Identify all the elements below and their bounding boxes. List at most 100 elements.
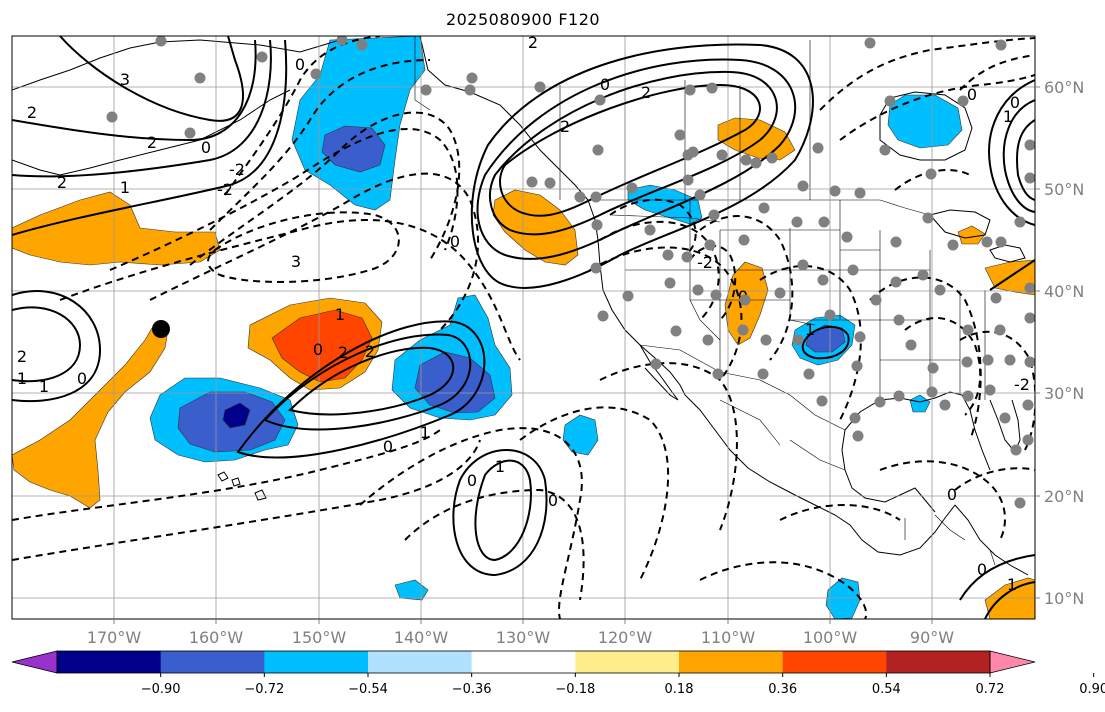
colorbar-segment [57,651,162,673]
station-marker [622,290,634,302]
contour-label: 0 [548,491,558,510]
lon-tick-label: 160°W [189,628,244,647]
station-marker [702,334,714,346]
station-marker [817,274,829,286]
contour-label: 0 [201,138,211,157]
station-marker [874,396,886,408]
contour-label: 3 [291,252,301,271]
station-marker [692,284,704,296]
station-marker [864,37,876,49]
colorbar-extend-low [11,650,58,674]
station-marker [852,430,864,442]
station-marker [797,259,809,271]
station-marker [674,129,686,141]
colorbar-segment [368,651,473,673]
station-marker [797,180,809,192]
station-marker [803,368,815,380]
contour-label: 0 [313,340,323,359]
colorbar-tick-label: −0.36 [452,682,492,697]
contour-label: 0 [947,485,957,504]
colorbar-segment [782,651,887,673]
contour-label: 1 [335,305,345,324]
station-marker [962,324,974,336]
colorbar: −0.90 −0.72 −0.54 −0.36 −0.18 0.18 0.36 0.54 0.7… [11,650,1105,697]
station-marker [879,144,891,156]
station-marker [544,177,556,189]
station-marker [841,231,853,243]
contour-label: 0 [1010,93,1020,112]
station-marker [1014,216,1026,228]
contour-label: 1 [120,178,130,197]
lon-tick-label: 120°W [598,628,653,647]
lon-tick-label: 140°W [394,628,449,647]
station-marker [766,152,778,164]
positive-anomaly-area [957,225,986,245]
station-marker [106,111,118,123]
lon-tick-label: 130°W [496,628,551,647]
station-marker [684,84,696,96]
station-marker [995,39,1007,51]
station-marker [990,292,1002,304]
station-marker [574,191,586,203]
colorbar-outline [56,650,991,674]
negative-contours [12,36,1035,619]
map-title: 2025080900 F120 [445,10,601,29]
station-marker [420,84,432,96]
political-borders [414,36,996,566]
station-marker [590,191,602,203]
station-marker [740,154,752,166]
lat-tick-label: 60°N [1044,78,1084,97]
station-marker [926,386,938,398]
contour-label: 3 [120,70,130,89]
colorbar-extend-high [989,650,1036,674]
station-marker [194,72,206,84]
station-marker [849,412,861,424]
station-marker [594,94,606,106]
positive-anomaly-area [271,309,373,383]
negative-anomaly-area [887,94,963,149]
station-marker [592,144,604,156]
station-markers [106,36,1035,509]
colorbar-tick-label: 0.36 [768,682,797,697]
lat-tick-label: 40°N [1044,282,1084,301]
station-marker [590,262,602,274]
station-marker [995,236,1007,248]
station-marker [534,81,546,93]
station-marker [1014,497,1026,509]
contour-label: 0 [600,75,610,94]
station-marker [466,72,478,84]
station-marker [961,356,973,368]
station-marker [681,251,693,263]
contour-label: 1 [420,423,430,442]
station-marker [591,219,603,231]
station-marker [704,239,716,251]
station-marker [757,368,769,380]
contour-label: -2 [697,253,713,272]
station-marker [947,239,959,251]
station-marker [758,202,770,214]
station-marker [890,236,902,248]
colorbar-segment [160,651,265,673]
lat-tick-label: 10°N [1044,589,1084,608]
station-marker [981,236,993,248]
negative-anomaly-area [291,36,426,211]
station-marker [1024,356,1035,368]
contour-label: 0 [967,85,977,104]
station-marker [847,264,859,276]
station-marker [750,157,762,169]
contour-label: 0 [383,437,393,456]
station-marker [962,390,974,402]
station-marker [939,399,951,411]
station-marker [738,234,750,246]
station-marker [712,368,724,380]
contour-label: 0 [450,232,460,251]
station-marker [927,362,939,374]
station-marker [256,51,268,63]
station-marker [1024,139,1035,151]
station-marker [851,360,863,372]
station-marker [812,142,824,154]
colorbar-segment [471,651,576,673]
station-marker [854,187,866,199]
station-marker [893,390,905,402]
